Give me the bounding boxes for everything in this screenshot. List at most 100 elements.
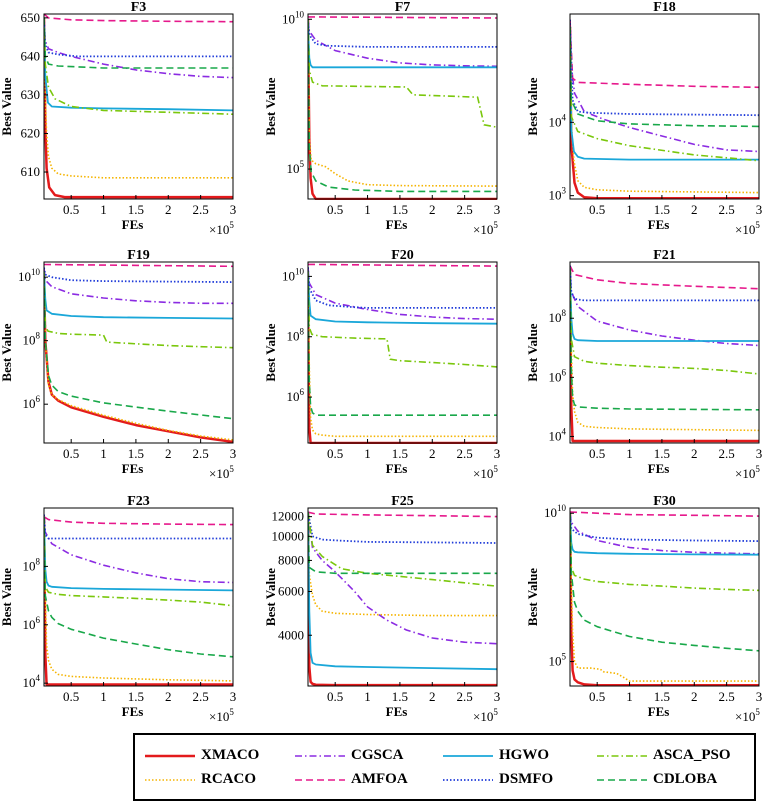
y-axis-label: Best Value — [525, 77, 540, 135]
y-tick-exponent: 4 — [36, 673, 41, 683]
dsmfo-line — [44, 514, 233, 540]
asca-pso-line — [44, 516, 233, 607]
cgsca-line — [44, 17, 233, 79]
plot-frame — [307, 261, 498, 444]
cdloba-line — [570, 267, 759, 411]
y-tick-label: 610 — [21, 164, 41, 179]
x-tick-label: 0.5 — [327, 446, 343, 461]
x-axis-label: FEs — [648, 217, 670, 232]
x-tick-label: 2 — [691, 446, 698, 461]
x-multiplier-exponent: 5 — [229, 707, 234, 717]
x-tick-label: 2 — [165, 202, 172, 217]
panel-f25: 0.5 1 1.5 2 2.5 3 4000 6000 8000 10000 12000 F25 FEs… — [263, 494, 500, 724]
plot-frame — [307, 13, 498, 200]
x-tick-label: 3 — [494, 689, 501, 704]
hgwo-line — [570, 513, 759, 556]
legend-label: XMACO — [201, 747, 260, 763]
asca-pso-line — [308, 271, 497, 368]
y-axis-label: Best Value — [525, 568, 540, 626]
x-tick-label: 2.5 — [719, 202, 735, 217]
x-multiplier-exponent: 5 — [755, 464, 760, 474]
panel-title: F23 — [127, 494, 150, 509]
x-tick-label: 2 — [691, 202, 698, 217]
x-tick-label: 0.5 — [63, 446, 79, 461]
y-axis-label: Best Value — [0, 568, 14, 626]
y-axis-label: Best Value — [0, 77, 14, 135]
x-tick-label: 3 — [230, 689, 237, 704]
legend: XMACO RCACO CGSCA AMFOA HGWO DSMFO ASCA_… — [133, 733, 756, 801]
x-tick-label: 0.5 — [327, 202, 343, 217]
rcaco-line — [44, 17, 233, 179]
y-tick-label: 104 — [549, 426, 567, 443]
hgwo-line — [308, 19, 497, 69]
x-tick-label: 1.5 — [392, 689, 408, 704]
y-tick-label: 8000 — [278, 552, 304, 567]
x-tick-label: 1.5 — [392, 446, 408, 461]
cgsca-line — [570, 19, 759, 153]
x-tick-label: 0.5 — [63, 202, 79, 217]
legend-entry: CGSCA — [293, 747, 443, 765]
y-axis-label: Best Value — [263, 77, 278, 135]
x-tick-label: 1 — [100, 202, 107, 217]
y-tick-label: 12000 — [272, 509, 305, 524]
x-tick-label: 1.5 — [128, 202, 144, 217]
x-multiplier-label: ×105 — [735, 220, 760, 237]
x-tick-label: 0.5 — [327, 689, 343, 704]
asca-pso-line — [308, 19, 497, 128]
rcaco-line — [308, 276, 497, 438]
dsmfo-line — [570, 513, 759, 542]
series-group — [44, 13, 233, 199]
x-tick-label: 1 — [626, 689, 633, 704]
x-multiplier-label: ×105 — [735, 464, 760, 481]
xmaco-line — [44, 516, 233, 686]
plot-frame — [43, 261, 234, 444]
asca-pso-line — [308, 512, 497, 587]
y-tick-label: 106 — [287, 387, 305, 404]
y-tick-label: 108 — [287, 327, 305, 344]
amfoa-line — [44, 516, 233, 526]
y-tick-label: 10000 — [272, 528, 305, 543]
rcaco-line — [308, 28, 497, 187]
x-tick-label: 2.5 — [193, 202, 209, 217]
legend-entry: RCACO — [143, 771, 293, 789]
x-tick-label: 2.5 — [457, 446, 473, 461]
dsmfo-line — [308, 512, 497, 544]
cgsca-line — [308, 19, 497, 68]
y-tick-exponent: 8 — [562, 308, 567, 318]
y-tick-exponent: 10 — [295, 266, 305, 276]
hgwo-line — [570, 26, 759, 161]
x-tick-label: 1.5 — [392, 202, 408, 217]
rcaco-line — [570, 26, 759, 194]
panel-f23: 0.5 1 1.5 2 2.5 3 104 106 108 F23 FEs ×105 Best Valu… — [0, 494, 236, 724]
asca-pso-line — [570, 26, 759, 162]
y-tick-label: 640 — [21, 48, 41, 63]
y-tick-exponent: 6 — [36, 394, 41, 404]
x-tick-label: 2.5 — [457, 689, 473, 704]
y-tick-label: 6000 — [278, 583, 304, 598]
series-group — [570, 19, 759, 200]
x-tick-label: 2.5 — [719, 689, 735, 704]
xmaco-line — [44, 277, 233, 444]
x-tick-label: 2 — [429, 446, 436, 461]
x-multiplier-exponent: 5 — [493, 464, 498, 474]
y-axis-label: Best Value — [263, 568, 278, 626]
y-axis-label: Best Value — [263, 323, 278, 381]
x-tick-label: 2 — [165, 446, 172, 461]
legend-label: AMFOA — [351, 771, 408, 787]
series-group — [308, 16, 497, 200]
x-tick-label: 2 — [165, 689, 172, 704]
xmaco-line — [308, 276, 497, 444]
x-multiplier-label: ×105 — [209, 220, 234, 237]
x-axis-label: FEs — [122, 461, 144, 476]
y-tick-label: 620 — [21, 125, 41, 140]
y-tick-label: 106 — [23, 615, 41, 632]
x-multiplier-exponent: 5 — [755, 707, 760, 717]
amfoa-line — [308, 263, 497, 267]
x-tick-label: 1 — [364, 446, 371, 461]
y-tick-label: 104 — [23, 673, 41, 690]
x-tick-label: 2 — [429, 202, 436, 217]
y-tick-label: 108 — [549, 308, 567, 325]
rcaco-line — [570, 267, 759, 432]
panel-title: F3 — [131, 0, 147, 15]
